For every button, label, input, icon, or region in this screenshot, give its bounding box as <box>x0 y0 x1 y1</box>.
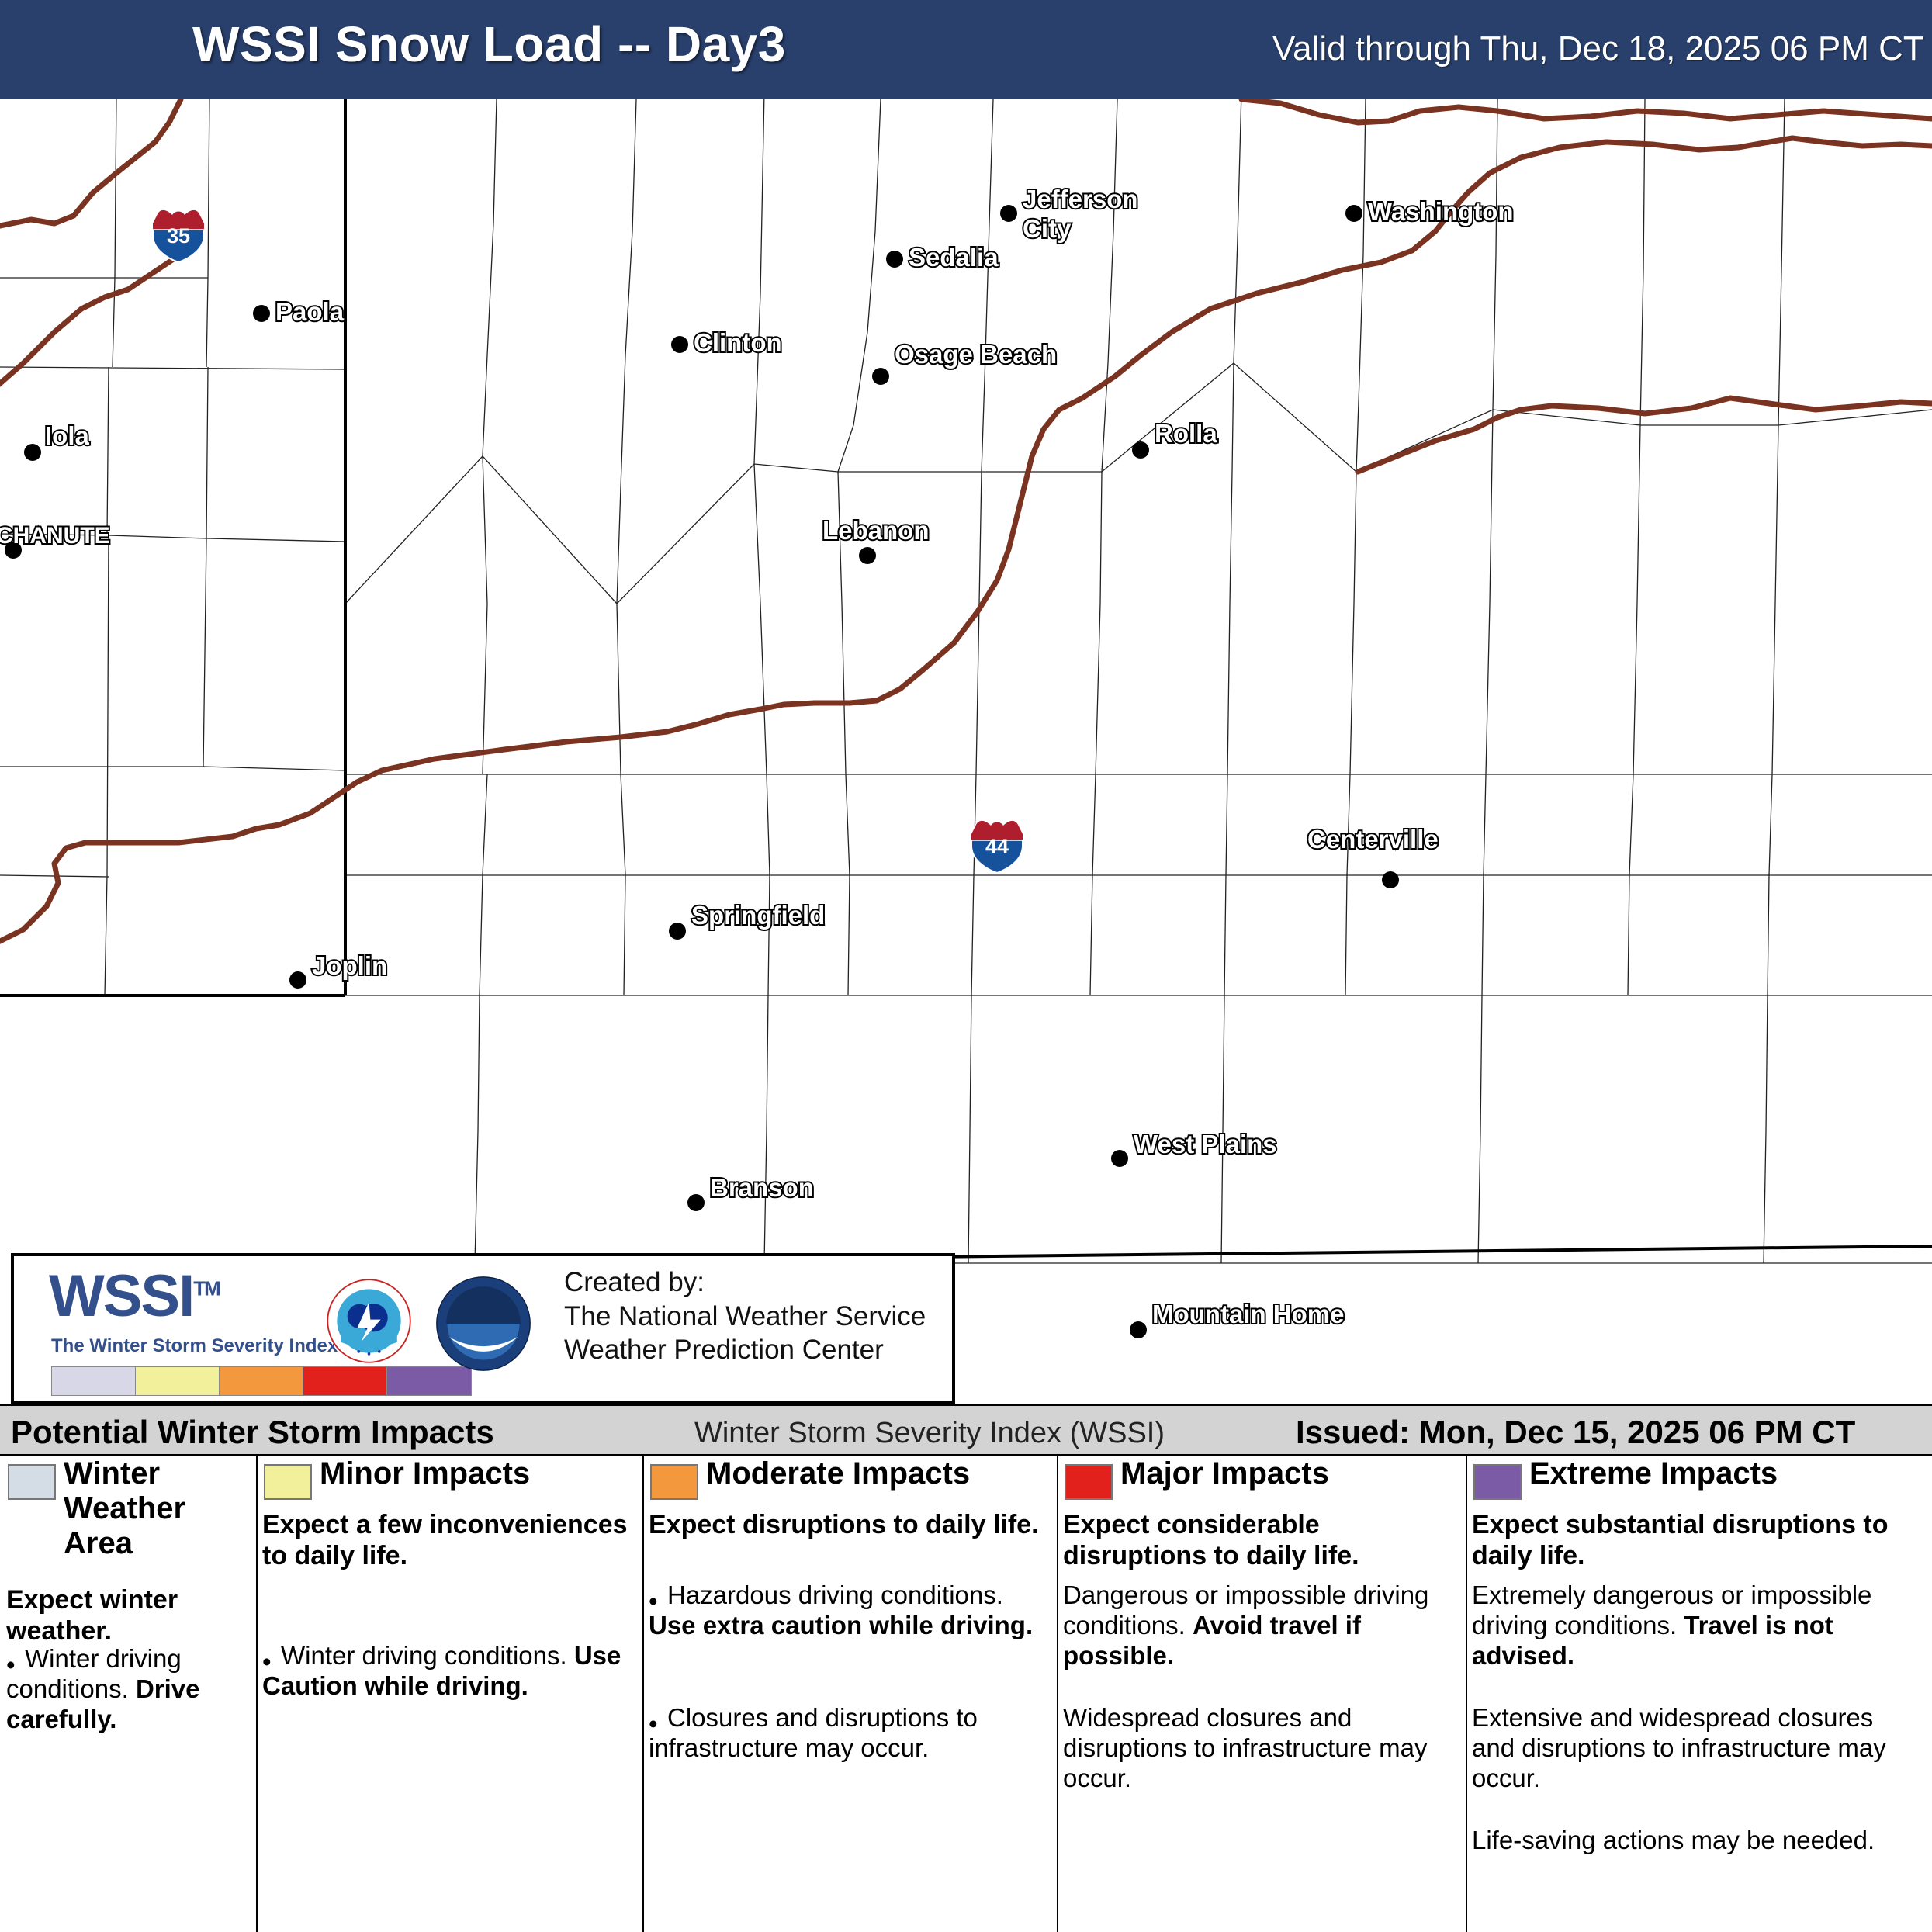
svg-text:35: 35 <box>167 224 190 248</box>
svg-text:Branson: Branson <box>710 1173 814 1202</box>
svg-text:Lebanon: Lebanon <box>822 516 930 545</box>
svg-text:CHANUTE: CHANUTE <box>0 523 110 549</box>
svg-text:Paola: Paola <box>275 297 345 326</box>
svg-text:Sedalia: Sedalia <box>909 243 999 272</box>
svg-text:Iola: Iola <box>45 421 89 450</box>
svg-text:Jefferson: Jefferson <box>1023 185 1138 213</box>
svg-text:44: 44 <box>985 835 1009 858</box>
svg-text:Clinton: Clinton <box>694 328 782 357</box>
svg-text:Washington: Washington <box>1368 197 1514 226</box>
svg-text:Springfield: Springfield <box>691 901 825 930</box>
svg-text:Centerville: Centerville <box>1307 825 1439 853</box>
svg-text:West Plains: West Plains <box>1134 1130 1277 1158</box>
svg-text:Joplin: Joplin <box>312 951 387 980</box>
svg-text:Rolla: Rolla <box>1155 419 1217 448</box>
svg-text:Osage Beach: Osage Beach <box>895 340 1057 369</box>
svg-text:Mountain Home: Mountain Home <box>1152 1300 1344 1328</box>
svg-text:City: City <box>1023 214 1072 243</box>
